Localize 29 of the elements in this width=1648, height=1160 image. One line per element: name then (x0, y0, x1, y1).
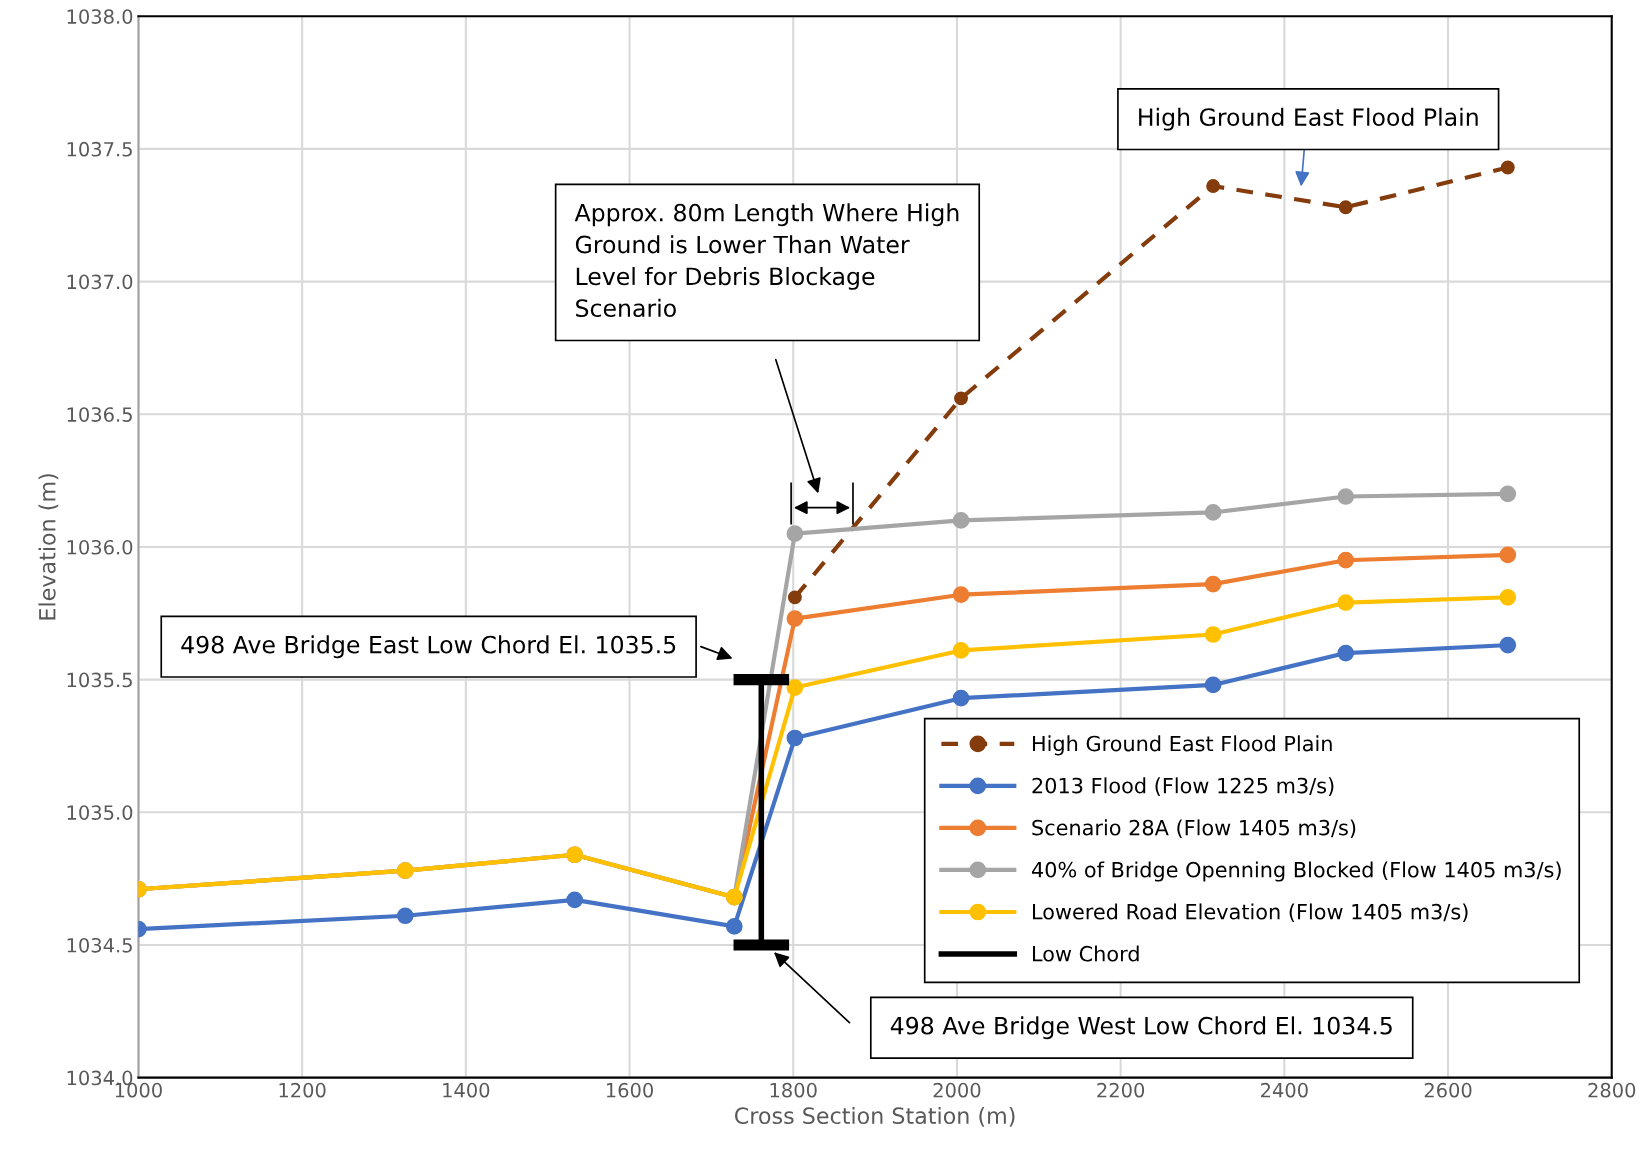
annotation: 498 Ave Bridge West Low Chord El. 1034.5 (890, 1016, 1392, 1040)
y-tick-label: 1036.5 (67, 407, 132, 422)
legend-label: Low Chord (1033, 945, 1139, 962)
annotation: 498 Ave Bridge East Low Chord El. 1035.5 (181, 635, 676, 659)
y-tick-label: 1035.0 (67, 805, 133, 820)
y-axis-title: Elevation (m) (38, 474, 59, 620)
x-tick-label: 1400 (443, 1082, 490, 1098)
y-tick-label: 1034.5 (67, 937, 132, 953)
y-tick-label: 1037.0 (67, 274, 133, 290)
annotation: High Ground East Flood Plain (1139, 107, 1478, 131)
x-tick-label: 2400 (1261, 1082, 1308, 1098)
x-tick-label: 2600 (1424, 1082, 1472, 1098)
y-tick-label: 1036.0 (67, 539, 133, 555)
legend-label: Scenario 28A (Flow 1405 m3/s) (1032, 819, 1356, 838)
y-tick-label: 1035.5 (67, 672, 132, 688)
y-tick-label: 1037.5 (67, 141, 132, 157)
legend-label: Lowered Road Elevation (Flow 1405 m3/s) (1033, 903, 1468, 923)
x-tick-label: 1800 (770, 1082, 817, 1098)
x-tick-label: 2800 (1588, 1082, 1636, 1098)
legend-label: High Ground East Flood Plain (1033, 735, 1332, 756)
x-tick-label: 2000 (933, 1082, 981, 1098)
x-axis-title: Cross Section Station (m) (735, 1106, 1015, 1127)
annotation: Approx. 80m Length Where High Ground is Lower Than Water Level for Debris Blockage Scenario (574, 203, 959, 318)
y-tick-label: 1038.0 (67, 9, 133, 24)
legend-label: 40% of Bridge Openning Blocked (Flow 1405 m3/s) (1031, 861, 1561, 882)
x-tick-label: 2200 (1097, 1082, 1145, 1098)
x-tick-label: 1200 (279, 1082, 326, 1098)
legend-label: 2013 Flood (Flow 1225 m3/s) (1032, 777, 1334, 796)
x-tick-label: 1600 (606, 1082, 653, 1098)
